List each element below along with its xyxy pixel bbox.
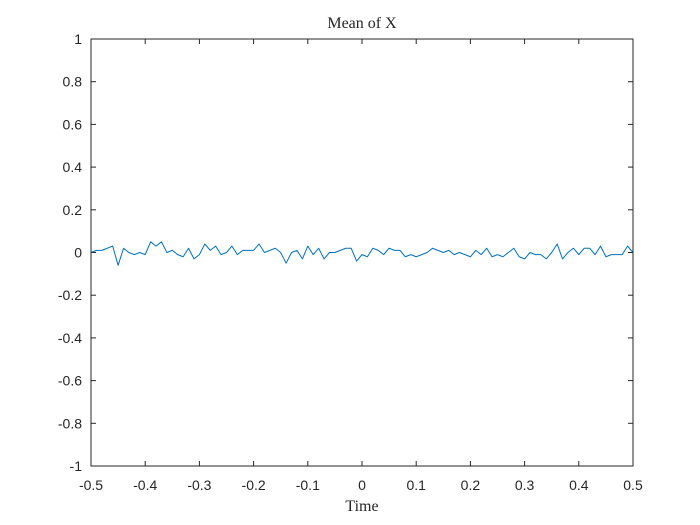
x-axis-label: Time: [345, 498, 378, 515]
x-tick-labels: -0.5 -0.4 -0.3 -0.2 -0.1 0 0.1 0.2 0.3 0.4 0.5: [79, 477, 643, 493]
x-tick-label: 0.1: [406, 477, 426, 493]
y-tick-label: 1: [74, 31, 82, 47]
y-tick-labels: -1 -0.8 -0.6 -0.4 -0.2 0 0.2 0.4 0.6 0.8 1: [58, 31, 82, 474]
y-tick-label: -1: [70, 458, 83, 474]
chart-title: Mean of X: [327, 15, 397, 32]
y-tick-label: -0.4: [58, 330, 82, 346]
series-layer: [90, 241, 634, 266]
x-tick-label: -0.5: [79, 477, 103, 493]
ticks-layer: [90, 38, 634, 467]
y-tick-label: -0.2: [58, 287, 82, 303]
y-tick-label: 0.4: [63, 159, 83, 175]
axes-box: [90, 38, 634, 467]
x-tick-label: -0.1: [296, 477, 320, 493]
series-line: [90, 241, 634, 266]
y-tick-label: 0.8: [63, 74, 83, 90]
x-tick-label: -0.2: [242, 477, 266, 493]
plot-area: [91, 39, 633, 466]
y-tick-label: -0.6: [58, 373, 82, 389]
y-tick-label: 0.6: [63, 116, 83, 132]
x-tick-label: 0.4: [569, 477, 589, 493]
x-tick-label: 0: [358, 477, 366, 493]
x-tick-label: 0.2: [461, 477, 481, 493]
x-tick-label: 0.5: [623, 477, 643, 493]
y-tick-label: 0.2: [63, 202, 83, 218]
x-tick-label: -0.4: [133, 477, 157, 493]
y-tick-label: 0: [74, 245, 82, 261]
y-tick-label: -0.8: [58, 415, 82, 431]
x-tick-label: 0.3: [515, 477, 535, 493]
x-tick-label: -0.3: [187, 477, 211, 493]
